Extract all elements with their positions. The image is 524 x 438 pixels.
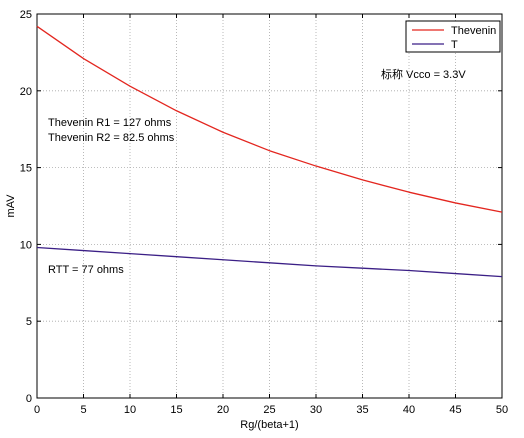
y-tick-label: 25: [20, 9, 32, 21]
grid: [37, 14, 502, 398]
x-tick-label: 45: [449, 404, 461, 416]
x-tick-label: 40: [403, 404, 415, 416]
annotation-thevenin-r2: Thevenin R2 = 82.5 ohms: [48, 132, 175, 144]
legend-label-thevenin: Thevenin: [451, 25, 496, 37]
y-tick-label: 0: [26, 393, 32, 405]
y-axis-label: mAV: [5, 194, 17, 218]
x-tick-label: 20: [217, 404, 229, 416]
x-tick-label: 10: [124, 404, 136, 416]
x-tick-label: 35: [356, 404, 368, 416]
x-axis-label: Rg/(beta+1): [240, 419, 298, 431]
axis-ticks: 0 5 10 15 20 25 30 35 40 45 50 0 5 10 15 20 25: [20, 9, 508, 416]
annotation-vcco: 标称 Vcco = 3.3V: [381, 67, 466, 81]
y-tick-label: 10: [20, 239, 32, 251]
y-tick-label: 5: [26, 316, 32, 328]
series-lines: [36, 25, 503, 278]
x-tick-label: 15: [170, 404, 182, 416]
x-tick-label: 5: [80, 404, 86, 416]
legend: Thevenin T: [405, 20, 501, 53]
y-tick-label: 15: [20, 163, 32, 175]
legend-label-t: T: [451, 39, 458, 51]
x-tick-label: 50: [496, 404, 508, 416]
y-tick-label: 20: [20, 86, 32, 98]
annotation-rtt: RTT = 77 ohms: [48, 264, 124, 276]
x-tick-label: 30: [310, 404, 322, 416]
legend-box: [405, 20, 501, 53]
x-tick-label: 0: [34, 404, 40, 416]
x-tick-label: 25: [263, 404, 275, 416]
series-line-thevenin: [36, 25, 503, 213]
annotation-thevenin-r1: Thevenin R1 = 127 ohms: [48, 117, 172, 129]
series-line-t: [36, 246, 503, 278]
